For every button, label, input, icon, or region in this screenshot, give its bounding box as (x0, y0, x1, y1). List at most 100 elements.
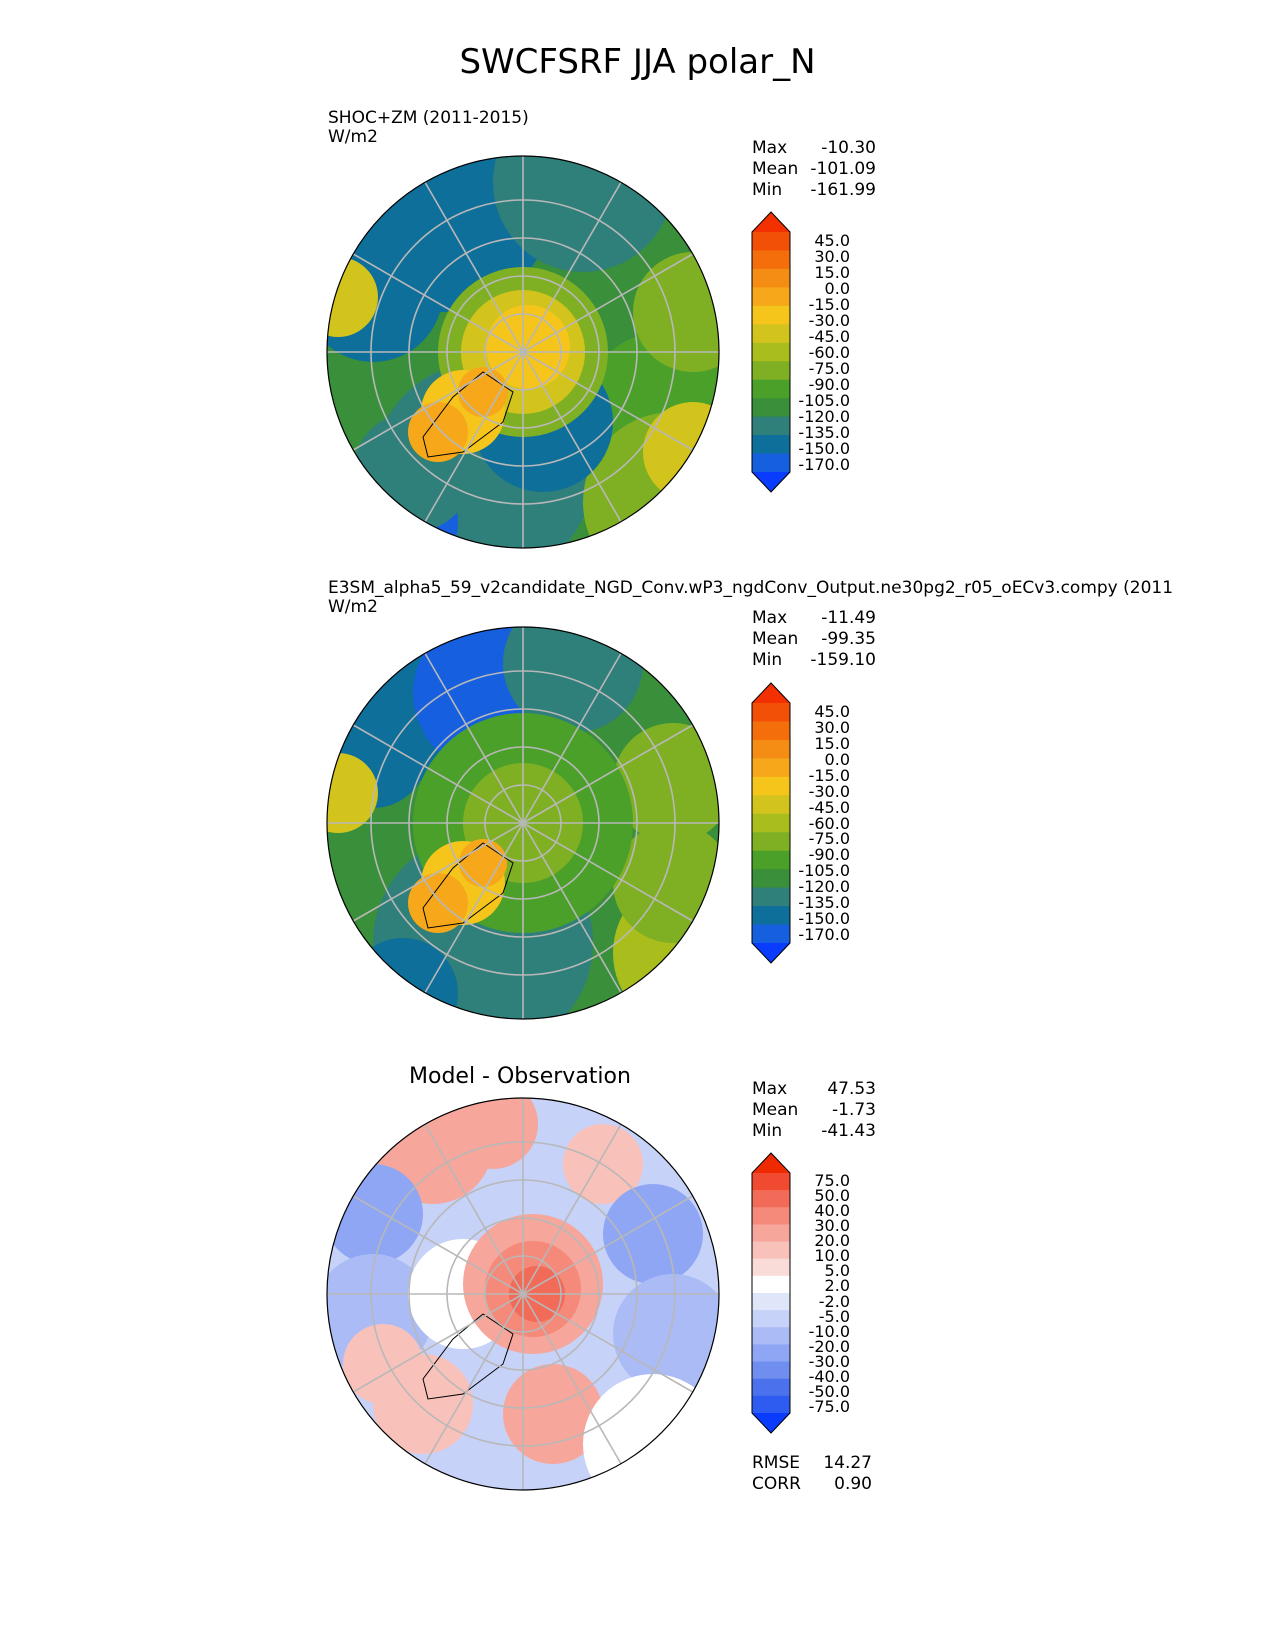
metric-label: CORR (752, 1474, 801, 1494)
meridian-line (522, 351, 622, 523)
colorbar-tick-label: -20.0 (808, 1336, 850, 1356)
colorbar-extend-max (752, 1153, 790, 1173)
colorbar-segment (752, 324, 790, 344)
colorbar-tick-label: -15.0 (808, 765, 850, 785)
colorbar-tick-label: 45.0 (814, 231, 850, 250)
colorbar-segment (752, 453, 790, 473)
colorbar-segment (752, 1378, 790, 1397)
colorbar-tick-label: -15.0 (808, 295, 850, 314)
colorbar-tick-label: -120.0 (798, 877, 850, 897)
stat-value: -10.30 (821, 138, 876, 158)
colorbar-extend-min (752, 1413, 790, 1433)
colorbar-segment (752, 739, 790, 759)
stat-label: Mean (752, 629, 799, 649)
colorbar-tick-label: 0.0 (824, 749, 850, 769)
meridian-line (424, 822, 524, 994)
field-contour (327, 1164, 423, 1264)
colorbar-tick-label: 75.0 (814, 1171, 850, 1190)
field-contour (643, 402, 719, 502)
colorbar-tick-label: -30.0 (808, 311, 850, 330)
colorbar-segment (752, 795, 790, 815)
colorbar-segment (752, 1344, 790, 1363)
colorbar-tick-label: 0.0 (824, 279, 850, 298)
stat-label: Mean (752, 1100, 799, 1120)
stat-label: Max (752, 138, 788, 158)
colorbar-tick-label: 5.0 (824, 1261, 850, 1281)
field-contour (583, 1374, 719, 1490)
panel1-title: SHOC+ZM (2011-2015) W/m2 (328, 109, 529, 147)
colorbar-tick-label: -50.0 (808, 1381, 850, 1401)
colorbar-segment (752, 342, 790, 362)
colorbar-segment (752, 1293, 790, 1311)
colorbar-tick-label: 20.0 (814, 1231, 850, 1251)
stat-value: -41.43 (821, 1121, 876, 1141)
colorbar-segment (752, 1258, 790, 1277)
colorbar-tick-label: -75.0 (808, 359, 850, 378)
stat-value: -101.09 (810, 159, 876, 179)
stat-value: -1.73 (832, 1100, 876, 1120)
panel2-title: E3SM_alpha5_59_v2candidate_NGD_Conv.wP3_… (328, 579, 1173, 617)
colorbar-tick-label: 30.0 (814, 1216, 850, 1236)
colorbar-segment (752, 1275, 790, 1294)
colorbar-segment (752, 398, 790, 418)
meridian-line (522, 351, 694, 451)
colorbar-1 (751, 211, 791, 493)
colorbar-3 (751, 1152, 791, 1434)
meridian-line (352, 1195, 524, 1295)
colorbar-tick-label: -30.0 (808, 1351, 850, 1371)
colorbar-tick-label: 30.0 (814, 247, 850, 266)
meridian-line (424, 351, 524, 523)
field-contour (348, 938, 458, 1019)
colorbar-segment (752, 416, 790, 436)
stat-label: Mean (752, 159, 799, 179)
panel1-title-line1: SHOC+ZM (2011-2015) (328, 108, 529, 128)
colorbar-segment (752, 268, 790, 288)
colorbar-segment (752, 832, 790, 852)
colorbar-tick-label: -45.0 (808, 797, 850, 817)
colorbar-outline (751, 211, 791, 493)
map-1-boundary (326, 155, 720, 549)
stat-label: Max (752, 608, 788, 628)
field-contour (633, 252, 719, 372)
colorbar-extend-min (752, 472, 790, 492)
field-contour (458, 367, 508, 417)
colorbar-segment (752, 1395, 790, 1414)
meridian-line (522, 1293, 622, 1465)
colorbar-segment (752, 232, 790, 252)
meridian-line (522, 1293, 694, 1393)
colorbar-segment (752, 1190, 790, 1208)
colorbar-tick-label: -135.0 (798, 893, 850, 913)
meridian-line (424, 1293, 524, 1465)
colorbar-tick-label: -90.0 (808, 375, 850, 394)
coastline (422, 842, 514, 929)
field-contour (603, 1184, 703, 1284)
coastline (422, 371, 514, 458)
colorbar-tick-label: -45.0 (808, 327, 850, 346)
colorbar-segment (752, 1207, 790, 1226)
stat-label: Min (752, 650, 783, 670)
colorbar-outline (751, 682, 791, 964)
field-contour (486, 305, 570, 389)
field-contour (408, 402, 468, 462)
colorbar-tick-label: -135.0 (798, 423, 850, 442)
meridian-line (352, 351, 524, 451)
stat-value: -161.99 (810, 180, 876, 200)
stat-value: -99.35 (821, 629, 876, 649)
map-3-boundary (326, 1097, 720, 1491)
colorbar-segment (752, 850, 790, 870)
colorbar-tick-label: -75.0 (808, 1397, 850, 1416)
stat-value: -159.10 (810, 650, 876, 670)
colorbar-tick-label: -170.0 (798, 455, 850, 474)
panel1-units: W/m2 (328, 127, 378, 147)
colorbar-segment (752, 435, 790, 455)
metric-label: RMSE (752, 1453, 801, 1473)
meridian-line (352, 253, 524, 353)
meridian-line (522, 822, 694, 922)
colorbar-tick-label: -30.0 (808, 781, 850, 801)
colorbar-tick-label: -60.0 (808, 813, 850, 833)
colorbar-tick-label: 15.0 (814, 263, 850, 282)
stat-label: Min (752, 180, 783, 200)
colorbar-segment (752, 361, 790, 381)
colorbar-extend-max (752, 683, 790, 703)
